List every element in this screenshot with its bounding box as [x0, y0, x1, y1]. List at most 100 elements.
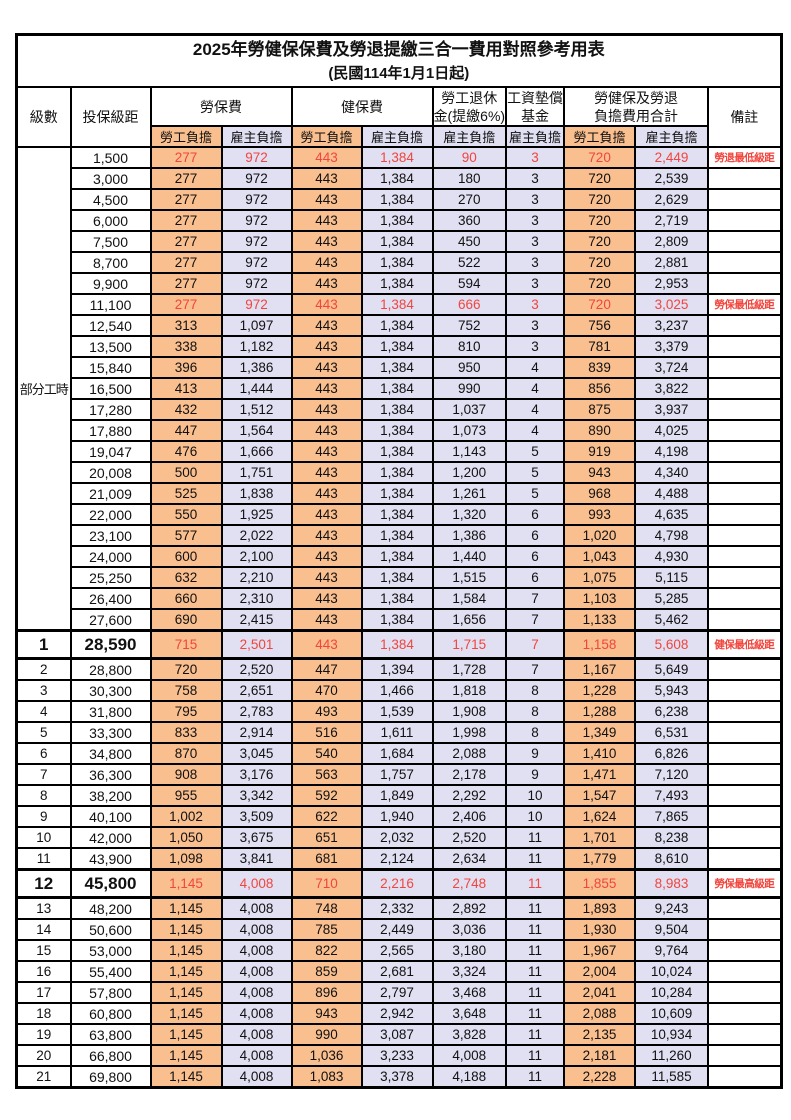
value-cell: 396 — [149, 356, 223, 379]
value-cell: 3 — [505, 167, 566, 190]
value-cell: 2,100 — [220, 545, 293, 568]
table-row: 11 43,900 1,098 3,841 681 2,124 2,634 11 1,779 8,… — [15, 847, 783, 871]
note-cell: 健保最低級距 — [707, 629, 783, 660]
value-cell: 2,124 — [360, 847, 434, 871]
header-pension-line2: 金(提繳6%) — [433, 107, 506, 124]
value-cell: 1,098 — [149, 847, 223, 871]
note-cell — [707, 826, 783, 849]
table-row: 11,100 277 972 443 1,384 666 3 720 3,025 勞保最低級距 — [17, 293, 783, 316]
value-cell: 1,384 — [360, 587, 434, 610]
value-cell: 1,757 — [360, 763, 434, 786]
note-cell — [707, 960, 783, 983]
bracket-cell: 36,300 — [69, 763, 152, 786]
value-cell: 1,097 — [220, 314, 293, 337]
table-row: 12 45,800 1,145 4,008 710 2,216 2,748 11 1,855 8,… — [15, 868, 783, 899]
header-total-line1: 勞健保及勞退 — [594, 89, 679, 106]
value-cell: 1,728 — [431, 657, 508, 681]
value-cell: 908 — [149, 763, 223, 786]
bracket-cell: 22,000 — [69, 503, 152, 526]
value-cell: 10,284 — [634, 981, 710, 1004]
table-row: 4 31,800 795 2,783 493 1,539 1,908 8 1,288 6,238 — [15, 700, 783, 723]
value-cell: 443 — [290, 587, 363, 610]
value-cell: 8 — [505, 679, 566, 702]
value-cell: 1,228 — [563, 679, 637, 702]
bracket-cell: 34,800 — [69, 742, 152, 765]
page-subtitle: (民國114年1月1日起) — [328, 65, 470, 82]
value-cell: 1,715 — [431, 629, 508, 660]
value-cell: 1,050 — [149, 826, 223, 849]
note-cell — [707, 335, 783, 358]
value-cell: 3,648 — [431, 1002, 508, 1025]
value-cell: 1,200 — [431, 461, 508, 484]
subheader-labor-employer: 雇主負擔 — [220, 125, 293, 148]
note-cell — [707, 657, 783, 681]
value-cell: 1,384 — [360, 272, 434, 295]
bracket-cell: 28,800 — [69, 657, 152, 681]
note-cell — [707, 461, 783, 484]
value-cell: 443 — [290, 188, 363, 211]
value-cell: 2,520 — [431, 826, 508, 849]
value-cell: 443 — [290, 356, 363, 379]
value-cell: 651 — [290, 826, 363, 849]
value-cell: 313 — [149, 314, 223, 337]
value-cell: 4 — [505, 398, 566, 421]
title-cell: 2025年勞健保保費及勞退提繳三合一費用對照參考用表 (民國114年1月1日起) — [15, 33, 783, 88]
value-cell: 7,493 — [634, 784, 710, 807]
value-cell: 470 — [290, 679, 363, 702]
value-cell: 972 — [220, 146, 293, 169]
value-cell: 2,942 — [360, 1002, 434, 1025]
value-cell: 8,983 — [634, 868, 710, 899]
note-cell — [707, 587, 783, 610]
value-cell: 968 — [563, 482, 637, 505]
note-cell — [707, 896, 783, 920]
bracket-cell: 8,700 — [69, 251, 152, 274]
bracket-cell: 69,800 — [69, 1065, 152, 1089]
value-cell: 443 — [290, 293, 363, 316]
value-cell: 443 — [290, 398, 363, 421]
value-cell: 1,751 — [220, 461, 293, 484]
note-cell — [707, 679, 783, 702]
value-cell: 413 — [149, 377, 223, 400]
value-cell: 443 — [290, 146, 363, 169]
value-cell: 1,145 — [149, 981, 223, 1004]
table-row: 8,700 277 972 443 1,384 522 3 720 2,881 — [17, 251, 783, 274]
value-cell: 8 — [505, 700, 566, 723]
value-cell: 1,624 — [563, 805, 637, 828]
value-cell: 781 — [563, 335, 637, 358]
value-cell: 856 — [563, 377, 637, 400]
value-cell: 4,008 — [220, 1044, 293, 1067]
value-cell: 2,651 — [220, 679, 293, 702]
subheader-total-employee: 勞工負擔 — [563, 125, 637, 148]
table-row: 4,500 277 972 443 1,384 270 3 720 2,629 — [17, 188, 783, 211]
value-cell: 443 — [290, 230, 363, 253]
value-cell: 2,292 — [431, 784, 508, 807]
value-cell: 720 — [563, 272, 637, 295]
level-cell: 16 — [15, 960, 72, 983]
value-cell: 432 — [149, 398, 223, 421]
value-cell: 1,384 — [360, 251, 434, 274]
note-cell — [707, 1065, 783, 1089]
value-cell: 1,818 — [431, 679, 508, 702]
value-cell: 4,930 — [634, 545, 710, 568]
note-cell — [707, 272, 783, 295]
value-cell: 1,384 — [360, 482, 434, 505]
value-cell: 592 — [290, 784, 363, 807]
value-cell: 11 — [505, 1044, 566, 1067]
value-cell: 748 — [290, 896, 363, 920]
value-cell: 1,466 — [360, 679, 434, 702]
value-cell: 972 — [220, 167, 293, 190]
page-title: 2025年勞健保保費及勞退提繳三合一費用對照參考用表 — [192, 40, 605, 59]
bracket-cell: 15,840 — [69, 356, 152, 379]
value-cell: 447 — [290, 657, 363, 681]
value-cell: 2,449 — [360, 918, 434, 941]
value-cell: 5,943 — [634, 679, 710, 702]
value-cell: 7,120 — [634, 763, 710, 786]
value-cell: 1,075 — [563, 566, 637, 589]
value-cell: 443 — [290, 167, 363, 190]
value-cell: 1,384 — [360, 377, 434, 400]
value-cell: 1,384 — [360, 293, 434, 316]
value-cell: 1,002 — [149, 805, 223, 828]
value-cell: 11 — [505, 1023, 566, 1046]
note-cell: 勞保最高級距 — [707, 868, 783, 899]
value-cell: 972 — [220, 209, 293, 232]
